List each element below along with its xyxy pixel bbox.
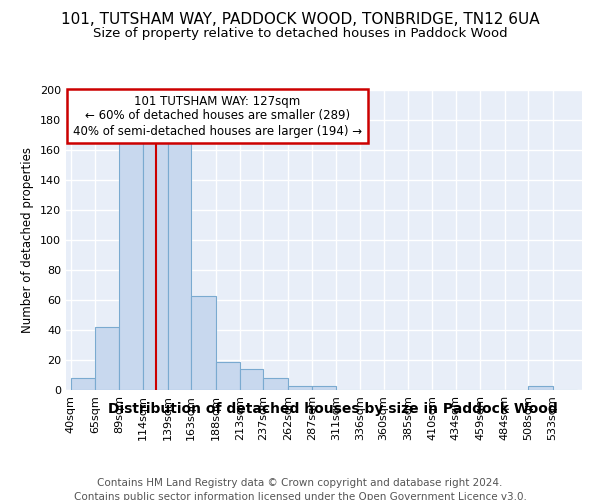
- Bar: [71, 378, 95, 390]
- Bar: [191, 296, 215, 390]
- Bar: [215, 362, 240, 390]
- Bar: [312, 386, 336, 390]
- Bar: [288, 386, 312, 390]
- Y-axis label: Number of detached properties: Number of detached properties: [22, 147, 34, 333]
- Text: 101 TUTSHAM WAY: 127sqm
← 60% of detached houses are smaller (289)
40% of semi-d: 101 TUTSHAM WAY: 127sqm ← 60% of detache…: [73, 94, 362, 138]
- Bar: [528, 386, 553, 390]
- Bar: [143, 138, 167, 390]
- Bar: [263, 378, 288, 390]
- Bar: [119, 142, 143, 390]
- Text: Contains HM Land Registry data © Crown copyright and database right 2024.
Contai: Contains HM Land Registry data © Crown c…: [74, 478, 526, 500]
- Bar: [95, 327, 119, 390]
- Text: 101, TUTSHAM WAY, PADDOCK WOOD, TONBRIDGE, TN12 6UA: 101, TUTSHAM WAY, PADDOCK WOOD, TONBRIDG…: [61, 12, 539, 28]
- Bar: [167, 138, 191, 390]
- Text: Distribution of detached houses by size in Paddock Wood: Distribution of detached houses by size …: [108, 402, 558, 416]
- Text: Size of property relative to detached houses in Paddock Wood: Size of property relative to detached ho…: [92, 28, 508, 40]
- Bar: [240, 369, 263, 390]
